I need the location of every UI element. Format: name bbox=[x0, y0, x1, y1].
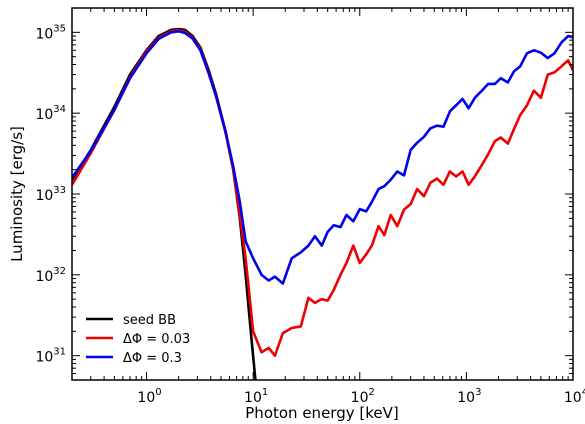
x-tick-label: 103 bbox=[457, 387, 481, 406]
legend: seed BB ΔΦ = 0.03 ΔΦ = 0.3 bbox=[86, 313, 190, 366]
y-axis-label: Luminosity [erg/s] bbox=[8, 126, 26, 262]
legend-label-3: ΔΦ = 0.3 bbox=[123, 351, 182, 366]
tick-labels-layer: 100 101 102 103 104 1031 1032 1033 1034 1035 bbox=[35, 23, 585, 406]
x-tick-label: 102 bbox=[351, 387, 375, 406]
series-layer bbox=[72, 27, 573, 380]
ticks-layer bbox=[71, 7, 574, 381]
series-line-3 bbox=[72, 30, 573, 285]
x-tick-label: 100 bbox=[137, 387, 161, 406]
legend-label-1: seed BB bbox=[123, 313, 176, 328]
legend-label-2: ΔΦ = 0.03 bbox=[123, 332, 190, 347]
y-tick-label: 1031 bbox=[35, 347, 66, 366]
y-tick-label: 1034 bbox=[35, 104, 66, 123]
y-tick-label: 1032 bbox=[35, 266, 66, 285]
x-tick-label: 104 bbox=[564, 387, 585, 406]
series-line-2 bbox=[72, 28, 573, 357]
x-axis-label: Photon energy [keV] bbox=[245, 404, 398, 422]
x-tick-label: 101 bbox=[244, 387, 268, 406]
y-tick-label: 1035 bbox=[35, 23, 66, 42]
y-tick-label: 1033 bbox=[35, 185, 66, 204]
